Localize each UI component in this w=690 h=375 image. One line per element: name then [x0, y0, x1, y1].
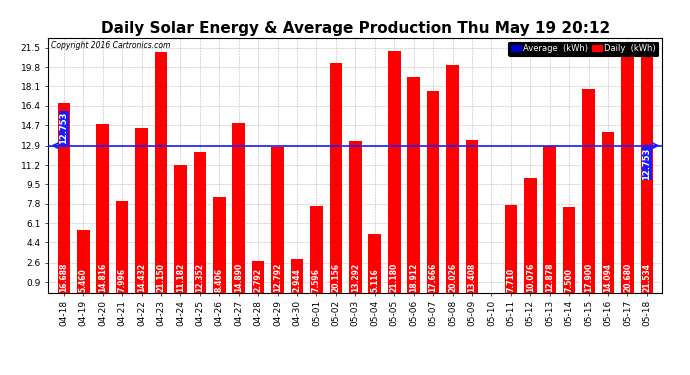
- Bar: [407, 77, 420, 292]
- Text: 12.878: 12.878: [545, 262, 554, 292]
- Bar: [155, 52, 168, 292]
- Text: 2.944: 2.944: [293, 268, 302, 292]
- Bar: [330, 63, 342, 292]
- Text: 7.710: 7.710: [506, 267, 515, 292]
- Bar: [446, 64, 459, 292]
- Bar: [602, 132, 614, 292]
- Bar: [349, 141, 362, 292]
- Text: 12.753: 12.753: [59, 112, 68, 144]
- Text: 20.026: 20.026: [448, 262, 457, 292]
- Text: 17.900: 17.900: [584, 262, 593, 292]
- Bar: [77, 230, 90, 292]
- Text: 17.666: 17.666: [428, 262, 437, 292]
- Text: 12.753: 12.753: [642, 147, 651, 180]
- Text: 10.076: 10.076: [526, 262, 535, 292]
- Bar: [174, 165, 187, 292]
- Text: 13.408: 13.408: [467, 262, 477, 292]
- Bar: [57, 102, 70, 292]
- Bar: [388, 51, 400, 292]
- Bar: [271, 147, 284, 292]
- Bar: [640, 47, 653, 292]
- Title: Daily Solar Energy & Average Production Thu May 19 20:12: Daily Solar Energy & Average Production …: [101, 21, 610, 36]
- Text: 8.406: 8.406: [215, 268, 224, 292]
- Text: 14.890: 14.890: [234, 262, 244, 292]
- Bar: [524, 178, 537, 292]
- Bar: [427, 92, 440, 292]
- Bar: [135, 128, 148, 292]
- Bar: [213, 197, 226, 292]
- Bar: [543, 146, 556, 292]
- Bar: [504, 205, 517, 292]
- Text: 12.352: 12.352: [195, 262, 204, 292]
- Bar: [194, 152, 206, 292]
- Text: 5.116: 5.116: [371, 268, 380, 292]
- Text: 20.156: 20.156: [331, 262, 340, 292]
- Text: 11.182: 11.182: [176, 262, 185, 292]
- Bar: [563, 207, 575, 292]
- Text: 12.792: 12.792: [273, 262, 282, 292]
- Text: 18.912: 18.912: [409, 262, 418, 292]
- Bar: [368, 234, 381, 292]
- Text: 2.792: 2.792: [254, 268, 263, 292]
- Bar: [582, 89, 595, 292]
- Bar: [466, 140, 478, 292]
- Text: 7.500: 7.500: [564, 268, 573, 292]
- Bar: [310, 206, 323, 292]
- Text: 14.432: 14.432: [137, 262, 146, 292]
- Bar: [290, 259, 304, 292]
- Text: Copyright 2016 Cartronics.com: Copyright 2016 Cartronics.com: [51, 41, 170, 50]
- Bar: [252, 261, 264, 292]
- Text: 5.460: 5.460: [79, 268, 88, 292]
- Text: 14.816: 14.816: [98, 262, 107, 292]
- Text: 14.094: 14.094: [604, 262, 613, 292]
- Text: 21.180: 21.180: [390, 262, 399, 292]
- Text: 21.534: 21.534: [642, 262, 651, 292]
- Bar: [621, 57, 633, 292]
- Bar: [116, 201, 128, 292]
- Text: 7.996: 7.996: [118, 268, 127, 292]
- Bar: [233, 123, 245, 292]
- Text: 13.292: 13.292: [351, 262, 360, 292]
- Text: 20.680: 20.680: [623, 262, 632, 292]
- Legend: Average  (kWh), Daily  (kWh): Average (kWh), Daily (kWh): [509, 42, 658, 56]
- Text: 7.596: 7.596: [312, 268, 321, 292]
- Text: 16.688: 16.688: [59, 262, 68, 292]
- Bar: [97, 124, 109, 292]
- Text: 21.150: 21.150: [157, 262, 166, 292]
